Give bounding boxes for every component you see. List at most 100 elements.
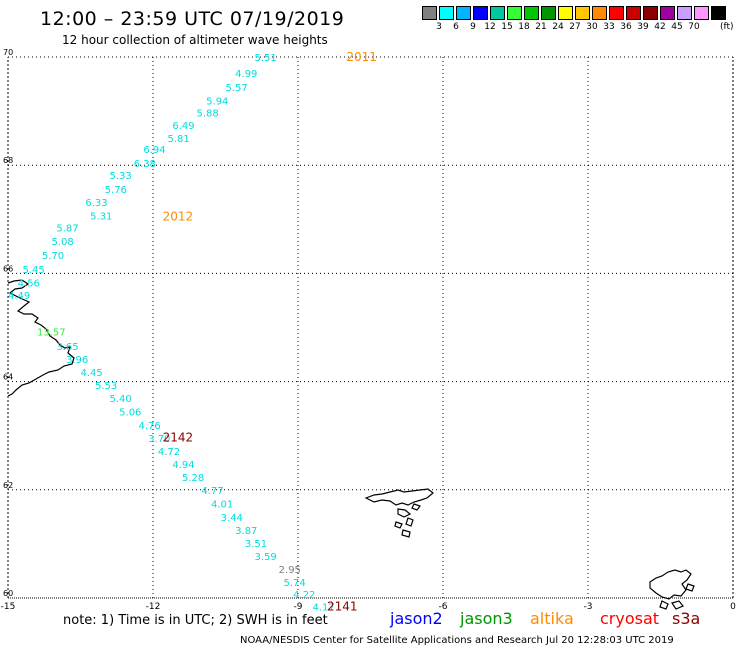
- lon-tick-label: -9: [294, 602, 303, 612]
- wave-height-value: 4.56: [18, 279, 40, 290]
- legend-label: 27: [569, 22, 581, 32]
- pass-time-labels: 2011 2012 2142 2141: [163, 50, 377, 614]
- wave-height-value: 4.45: [81, 368, 103, 379]
- wave-height-value: 5.87: [56, 223, 78, 234]
- wave-height-value: 3.65: [56, 342, 78, 353]
- wave-height-value: 5.53: [95, 381, 117, 392]
- wave-height-value: 3.44: [221, 513, 243, 524]
- footer-note: note: 1) Time is in UTC; 2) SWH is in fe…: [63, 613, 328, 628]
- legend-swatch: [456, 6, 471, 20]
- legend-swatch: [592, 6, 607, 20]
- lon-tick-label: 0: [730, 602, 736, 612]
- map-subtitle: 12 hour collection of altimeter wave hei…: [62, 33, 328, 47]
- pass-time-label: 2011: [346, 50, 377, 64]
- satellite-jason2: jason2: [390, 609, 443, 628]
- wave-height-value: 3.59: [255, 552, 277, 563]
- lon-tick-label: -6: [439, 602, 448, 612]
- wave-height-value: 4.77: [201, 486, 223, 497]
- wave-height-value: 3.87: [235, 526, 257, 537]
- legend-swatch: [626, 6, 641, 20]
- map-frame: [7, 56, 734, 599]
- legend-swatch: [694, 6, 709, 20]
- legend-unit: (ft): [720, 22, 734, 32]
- legend-label: 70: [688, 22, 700, 32]
- lat-tick-label: 68: [3, 156, 13, 165]
- legend-swatch: [473, 6, 488, 20]
- wave-height-value: 5.31: [90, 212, 112, 223]
- lat-tick-label: 62: [3, 481, 13, 490]
- coastlines: [7, 279, 695, 610]
- faroe-islands: [364, 488, 434, 538]
- legend-label: 24: [552, 22, 564, 32]
- wave-height-value: 13.57: [37, 327, 66, 338]
- wave-height-value: 5.81: [168, 134, 190, 145]
- legend-swatch: [439, 6, 454, 20]
- iceland-coastline: [7, 279, 75, 397]
- legend-label: 39: [637, 22, 649, 32]
- wave-height-value: 3.96: [66, 355, 88, 366]
- satellite-jason3: jason3: [460, 609, 513, 628]
- legend-label: 33: [603, 22, 615, 32]
- lon-tick-label: -15: [1, 602, 16, 612]
- legend-swatch: [558, 6, 573, 20]
- wave-height-value: 5.06: [119, 407, 141, 418]
- legend-swatch: [541, 6, 556, 20]
- wave-height-value: 3.70: [148, 434, 170, 445]
- wave-height-value: 5.76: [105, 185, 127, 196]
- legend-label: 42: [654, 22, 666, 32]
- wave-height-value: 5.28: [182, 473, 204, 484]
- wave-height-value: 3.51: [245, 539, 267, 550]
- pass-time-label: 2141: [327, 600, 358, 614]
- legend-swatch: [422, 6, 437, 20]
- legend-swatch: [524, 6, 539, 20]
- legend-label: 6: [453, 22, 459, 32]
- legend-label: 18: [518, 22, 530, 32]
- wave-height-value: 5.40: [110, 394, 132, 405]
- legend-label: 15: [501, 22, 513, 32]
- legend-label: 21: [535, 22, 547, 32]
- wave-height-value: 5.94: [206, 96, 228, 107]
- pass-time-label: 2012: [163, 210, 194, 224]
- wave-height-value: 4.17: [313, 603, 335, 614]
- legend-swatch: [575, 6, 590, 20]
- shetland-islands: [649, 569, 695, 610]
- legend-swatch: [677, 6, 692, 20]
- wave-height-value: 4.72: [158, 447, 180, 458]
- legend-label: 9: [470, 22, 476, 32]
- lon-tick-label: -3: [584, 602, 593, 612]
- wave-height-value: 5.74: [284, 578, 306, 589]
- wave-height-value: 5.08: [52, 237, 74, 248]
- lat-tick-label: 66: [3, 264, 13, 273]
- legend-label: 36: [620, 22, 632, 32]
- legend-label: 45: [671, 22, 683, 32]
- wave-height-value: 5.57: [226, 83, 248, 94]
- wave-height-value: 6.33: [85, 198, 107, 209]
- satellite-altika: altika: [530, 609, 574, 628]
- lat-tick-label: 60: [3, 589, 13, 598]
- wave-height-value: 5.70: [42, 251, 64, 262]
- wave-height-value: 4.01: [211, 499, 233, 510]
- wave-height-value: 4.76: [139, 421, 161, 432]
- legend-swatch: [711, 6, 726, 20]
- wave-height-value: 5.51: [255, 53, 277, 64]
- legend-swatch: [490, 6, 505, 20]
- wave-height-value: 5.45: [23, 265, 45, 276]
- wave-height-value: 2.95: [279, 565, 301, 576]
- map-title: 12:00 – 23:59 UTC 07/19/2019: [40, 8, 345, 30]
- legend-swatch: [643, 6, 658, 20]
- lat-tick-label: 64: [3, 373, 13, 382]
- legend-swatch: [660, 6, 675, 20]
- legend-label: 12: [484, 22, 496, 32]
- wave-height-value: 4.94: [172, 460, 194, 471]
- wave-height-value: 4.49: [8, 291, 30, 302]
- legend-swatch: [507, 6, 522, 20]
- wave-height-value: 5.88: [197, 109, 219, 120]
- legend-label: 30: [586, 22, 598, 32]
- wave-height-value: 6.38: [134, 159, 156, 170]
- wave-height-value: 6.94: [143, 145, 165, 156]
- credit-line: NOAA/NESDIS Center for Satellite Applica…: [240, 635, 674, 646]
- pass-time-label: 2142: [163, 430, 194, 444]
- wave-height-value: 5.33: [110, 171, 132, 182]
- wave-height-labels: 5.51 4.99 5.57 5.94 5.886.49 5.816.94 6.385.33…: [8, 53, 335, 614]
